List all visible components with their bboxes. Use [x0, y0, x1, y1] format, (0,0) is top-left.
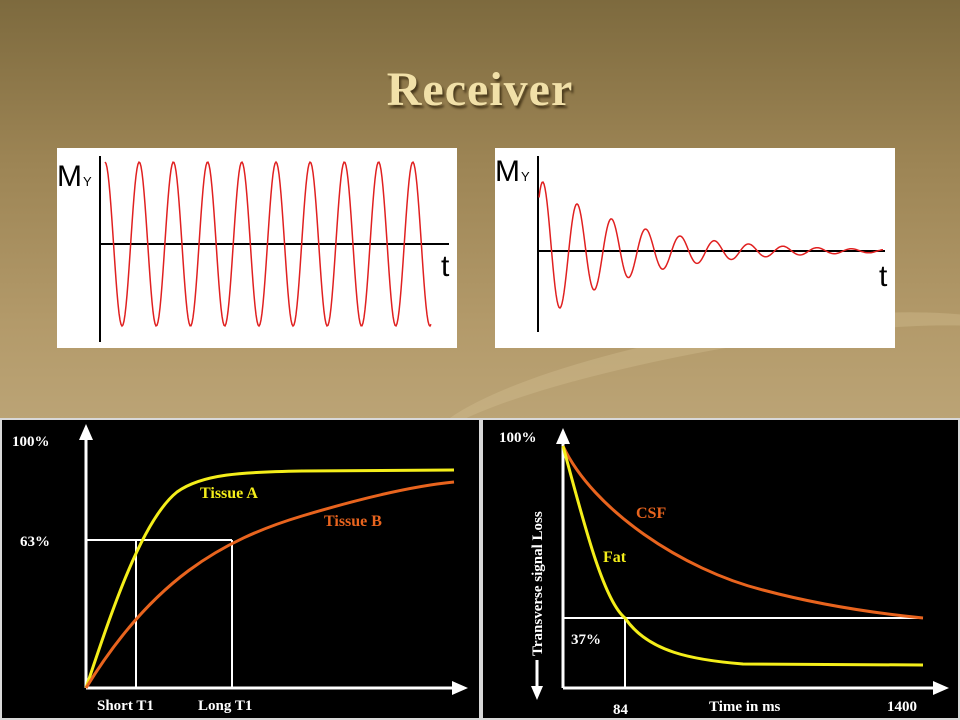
- tick-short-t1: Short T1: [97, 698, 154, 714]
- x-axis-label: t: [441, 250, 450, 283]
- tissue-a-curve: [84, 468, 455, 689]
- x-tick-84: 84: [613, 702, 629, 718]
- tissue-a-label: Tissue A: [200, 485, 258, 502]
- t1-recovery-graph: 100% 63% Short T1 Long T1 Tissue A Tissu…: [0, 418, 481, 720]
- x-axis-arrowhead: [933, 681, 949, 695]
- t2-decay-graph: 100% Transverse signal Loss 37% CSF Fat …: [481, 418, 960, 720]
- fat-curve: [561, 445, 924, 667]
- x-axis-label: Time in ms: [709, 699, 781, 715]
- y-mark-label: 37%: [571, 632, 601, 648]
- sine-signal-plot: M Y t: [57, 156, 450, 342]
- y-axis-label: Transverse signal Loss: [530, 511, 546, 656]
- tissue-b-label: Tissue B: [324, 513, 382, 530]
- y-axis-subscript: Y: [521, 169, 530, 184]
- y-axis-arrowhead: [556, 428, 570, 444]
- decay-signal-panel: M Y t: [495, 148, 895, 348]
- tissue-b-curve: [84, 480, 455, 689]
- csf-curve: [561, 445, 924, 620]
- y-axis-arrowhead: [79, 424, 93, 440]
- x-tick-1400: 1400: [887, 699, 917, 715]
- x-axis-arrowhead: [452, 681, 468, 695]
- t2-decay-plot: 100% Transverse signal Loss 37% CSF Fat …: [499, 428, 949, 718]
- y-axis-subscript: Y: [83, 174, 92, 189]
- y-top-label: 100%: [12, 434, 50, 450]
- sine-signal-panel: M Y t: [57, 148, 457, 348]
- decay-signal-plot: M Y t: [495, 155, 888, 332]
- y-label-arrowhead: [531, 686, 543, 700]
- sine-wave: [104, 160, 432, 328]
- y-axis-label: M: [57, 160, 82, 193]
- csf-label: CSF: [636, 505, 666, 522]
- y-top-label: 100%: [499, 430, 537, 446]
- x-axis-label: t: [879, 260, 888, 293]
- y-axis-label: M: [495, 155, 520, 188]
- slide-title: Receiver: [386, 63, 574, 116]
- tick-long-t1: Long T1: [198, 698, 252, 714]
- fat-label: Fat: [603, 549, 627, 566]
- decaying-wave: [538, 181, 884, 309]
- t1-recovery-plot: 100% 63% Short T1 Long T1 Tissue A Tissu…: [12, 424, 468, 714]
- y-mark-label: 63%: [20, 534, 50, 550]
